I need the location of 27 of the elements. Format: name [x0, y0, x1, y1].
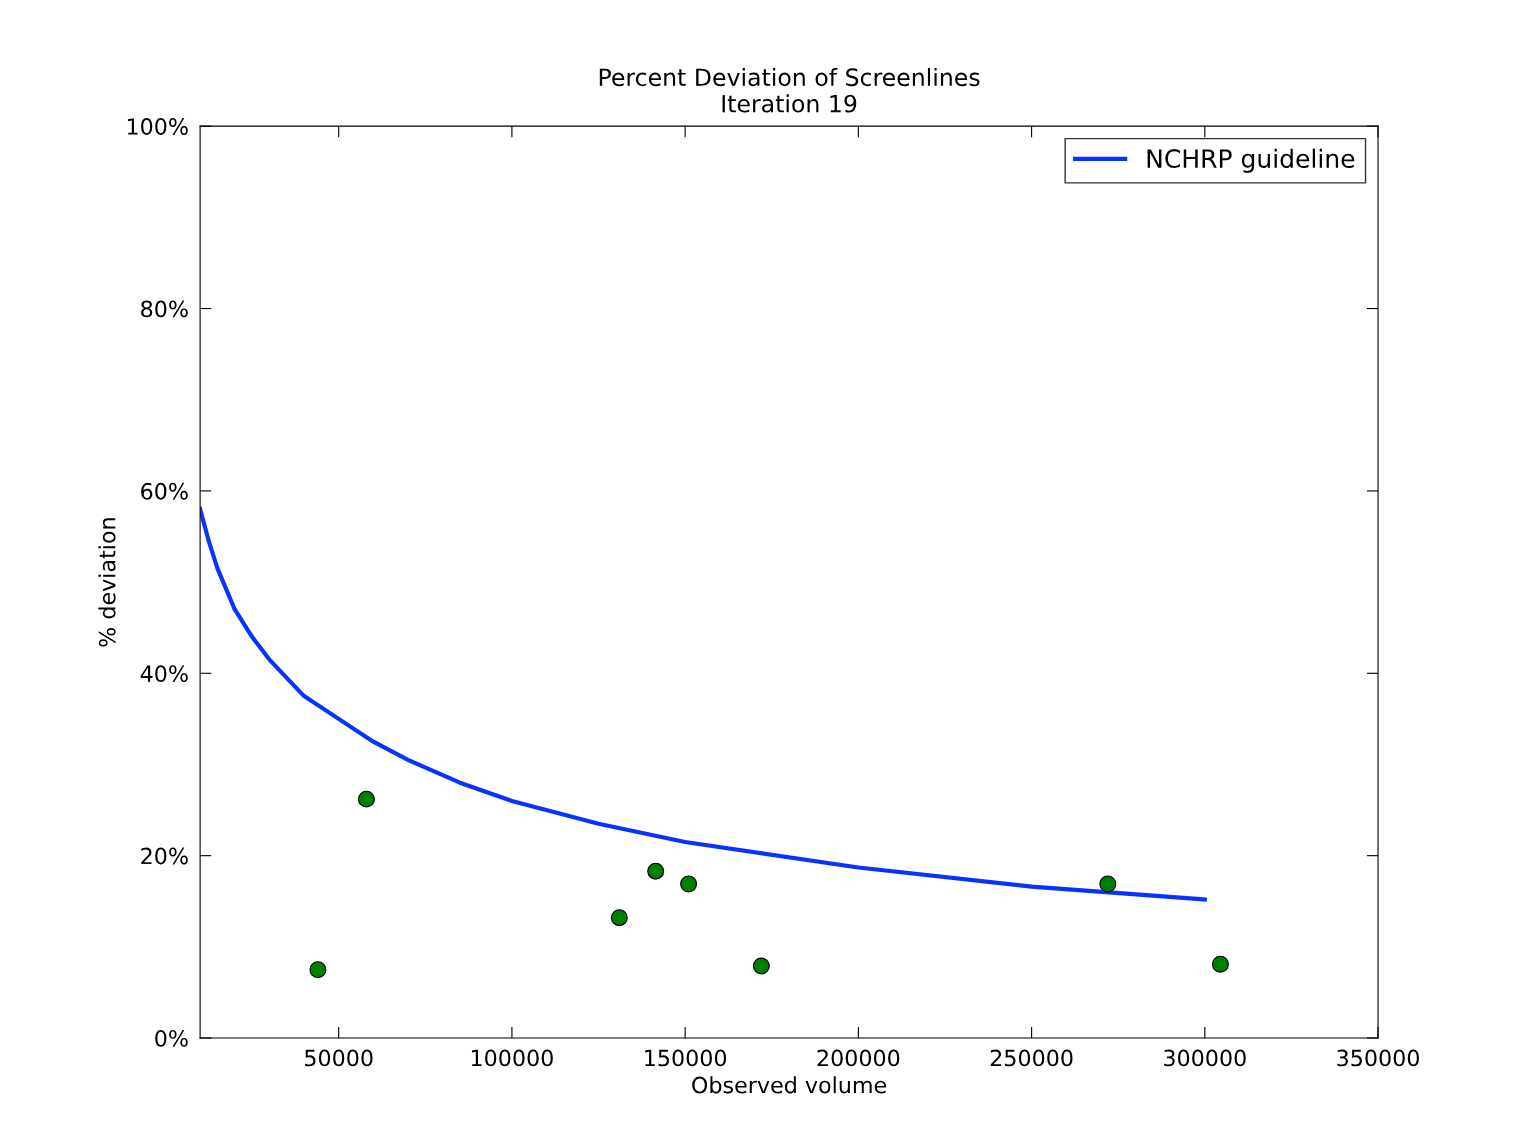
point: [309, 961, 327, 979]
chart-subtitle: Iteration 19: [722, 94, 857, 113]
point: [1211, 955, 1229, 973]
x-tick-label: 200000: [817, 1049, 900, 1067]
point: [680, 875, 698, 893]
chart-title: Percent Deviation of Screenlines: [599, 67, 980, 87]
point: [647, 862, 665, 880]
point: [1099, 875, 1117, 893]
y-axis-title: % deviation: [98, 518, 116, 647]
y-tick-label: 20%: [141, 847, 188, 865]
x-tick-label: 250000: [990, 1049, 1073, 1067]
point: [752, 957, 770, 975]
line-series: [200, 507, 1207, 902]
y-tick-label: 80%: [141, 300, 188, 318]
legend-label: NCHRP guideline: [1147, 148, 1355, 173]
y-tick-label: 0%: [155, 1029, 188, 1047]
x-axis-title: Observed volume: [692, 1076, 887, 1094]
x-tick-label: 100000: [471, 1049, 553, 1067]
x-tick-label: 300000: [1164, 1049, 1246, 1067]
point: [357, 790, 375, 808]
x-tick-label: 150000: [645, 1049, 727, 1067]
y-tick-label: 100%: [127, 118, 188, 135]
x-tick-label: 350000: [1337, 1049, 1419, 1067]
y-tick-label: 40%: [140, 665, 188, 683]
point: [610, 909, 628, 927]
x-tick-label: 50000: [305, 1049, 373, 1067]
y-tick-label: 60%: [141, 482, 188, 500]
